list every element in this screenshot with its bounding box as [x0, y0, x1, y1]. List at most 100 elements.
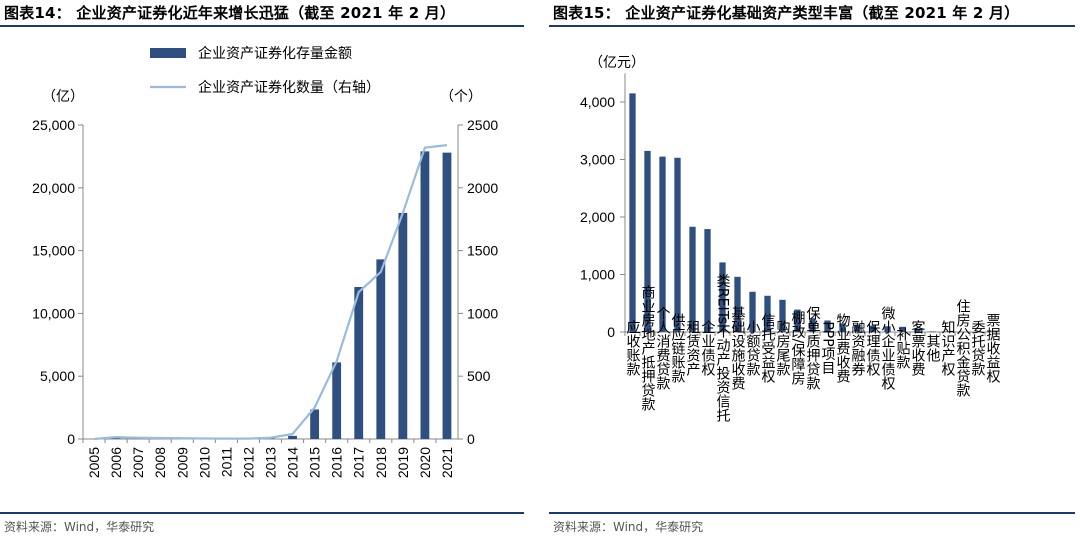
bar-微小企业债权 — [884, 326, 891, 332]
left-panel: 图表14： 企业资产证券化近年来增长迅猛（截至 2021 年 2 月） 0 5,0… — [0, 0, 530, 543]
left-y-tick-label: 25,000 — [32, 117, 75, 133]
x-tick-label: 2016 — [329, 447, 345, 478]
x-tick-label: 2021 — [439, 447, 455, 478]
left-y-tick-label: 10,000 — [32, 305, 75, 321]
right-y-tick-label: 1000 — [467, 305, 498, 321]
x-tick-label: 2007 — [130, 447, 146, 478]
category-label: 类REITs不动产投资信托 — [715, 274, 731, 423]
bar-客票收费 — [914, 328, 921, 332]
category-label: 其他 — [925, 334, 941, 363]
legend-bar-swatch — [150, 48, 186, 58]
x-tick-label: 2008 — [152, 447, 168, 478]
bar-2020 — [420, 151, 430, 439]
bar-租赁资产 — [689, 226, 696, 332]
bar-企业债权 — [704, 229, 711, 332]
left-chart: 0 5,000 10,000 15,000 20,000 25,000 0 500 1000 15… — [32, 45, 498, 478]
bar-2017 — [354, 287, 364, 439]
y-axis-unit: （亿元） — [589, 55, 645, 71]
category-label: 棚改/保障房 — [790, 311, 806, 386]
bar-基础设施收费 — [734, 276, 741, 332]
left-y-tick-label: 15,000 — [32, 243, 75, 259]
category-label: 知识产权 — [940, 319, 956, 377]
category-label: 应收账款 — [625, 319, 641, 376]
category-label: 融资融券 — [850, 320, 866, 377]
right-y-tick-label: 0 — [467, 431, 475, 447]
left-bottom-rule — [0, 512, 524, 514]
x-tick-label: 2017 — [351, 447, 367, 478]
right-top-rule — [549, 25, 1075, 27]
y-tick-label: 1,000 — [580, 267, 615, 283]
right-y-tick-label: 2000 — [467, 180, 498, 196]
category-label: 信托受益权 — [760, 313, 776, 384]
bar-棚改/保障房 — [794, 309, 801, 332]
left-source-note: 资料来源：Wind，华泰研究 — [4, 520, 155, 534]
category-label: 客票收费 — [910, 319, 926, 376]
bar-物业费收费 — [839, 323, 846, 332]
category-label: 商业房地产抵押贷款 — [640, 285, 656, 411]
bar-其他 — [929, 331, 936, 332]
y-tick-label: 4,000 — [580, 94, 615, 110]
x-tick-label: 2010 — [196, 447, 212, 478]
bar-信托受益权 — [764, 295, 771, 332]
right-bottom-rule — [549, 512, 1075, 514]
bar-2014 — [288, 435, 297, 439]
bar-购房尾款 — [779, 299, 786, 332]
category-label: 企业债权 — [700, 319, 716, 377]
x-tick-label: 2020 — [417, 447, 433, 478]
bar-小额贷款 — [749, 291, 756, 332]
right-figure-title: 图表15： 企业资产证券化基础资产类型丰富（截至 2021 年 2 月） — [553, 4, 1020, 22]
right-chart: 0 1,000 2,000 3,000 4,000 （亿元） 应收账款 商业房地产抵押贷款 个人… — [580, 55, 1001, 423]
left-axis-unit: （亿） — [42, 89, 84, 105]
right-panel: 图表15： 企业资产证券化基础资产类型丰富（截至 2021 年 2 月） 0 1,… — [549, 0, 1080, 543]
bar-2016 — [332, 362, 342, 439]
y-tick-label: 0 — [607, 324, 615, 340]
x-tick-label: 2012 — [240, 447, 256, 478]
bar-补贴款 — [899, 326, 906, 332]
bar-供应链账款 — [674, 157, 681, 332]
category-label: 租赁资产 — [685, 320, 701, 377]
right-y-tick-label: 500 — [467, 368, 491, 384]
category-label: 保单质押贷款 — [805, 306, 821, 390]
x-tick-label: 2005 — [86, 447, 102, 478]
category-label: PPP项目 — [820, 321, 836, 375]
category-label: 保理债权 — [865, 320, 881, 377]
right-y-tick-label: 2500 — [467, 117, 498, 133]
left-y-tick-label: 5,000 — [40, 368, 75, 384]
x-tick-label: 2011 — [218, 447, 234, 477]
x-tick-label: 2013 — [263, 447, 279, 478]
bar-2018 — [376, 259, 386, 439]
category-label: 供应链账款 — [670, 313, 686, 383]
category-label: 购房尾款 — [775, 320, 791, 376]
bar-应收账款 — [629, 93, 636, 332]
category-label: 委托贷款 — [970, 320, 986, 376]
category-label: 基础设施收费 — [730, 305, 746, 390]
bar-商业房地产抵押贷款 — [644, 150, 651, 332]
left-y-tick-label: 20,000 — [32, 180, 75, 196]
bar-PPP项目 — [824, 320, 831, 332]
bar-个人消费贷款 — [659, 156, 666, 332]
category-label: 微小企业债权 — [880, 306, 896, 391]
x-tick-label: 2014 — [285, 447, 301, 478]
line-series-count — [93, 144, 448, 441]
right-y-tick-label: 1500 — [467, 243, 498, 259]
legend-bar-label: 企业资产证券化存量金额 — [198, 45, 352, 62]
bar-类REITs不动产投资信托 — [719, 262, 726, 332]
category-label: 物业费收费 — [835, 313, 851, 383]
left-figure-title: 图表14： 企业资产证券化近年来增长迅猛（截至 2021 年 2 月） — [4, 4, 456, 22]
left-y-tick-label: 0 — [67, 431, 75, 447]
category-label: 住房公积金贷款 — [955, 299, 971, 397]
right-source-note: 资料来源：Wind，华泰研究 — [553, 520, 704, 534]
category-label: 票据收益权 — [985, 313, 1001, 384]
category-label: 小额贷款 — [745, 320, 761, 376]
legend-line-label: 企业资产证券化数量（右轴） — [198, 79, 380, 96]
bar-融资融券 — [854, 324, 861, 332]
x-tick-label: 2006 — [108, 447, 124, 478]
bar-2015 — [310, 409, 320, 439]
y-tick-label: 3,000 — [580, 152, 615, 168]
bar-2019 — [398, 212, 408, 439]
bar-保理债权 — [869, 325, 876, 332]
category-label: 个人消费贷款 — [655, 306, 671, 390]
bar-2021 — [442, 152, 452, 439]
right-axis-unit: （个） — [440, 89, 482, 105]
bar-保单质押贷款 — [809, 318, 816, 332]
